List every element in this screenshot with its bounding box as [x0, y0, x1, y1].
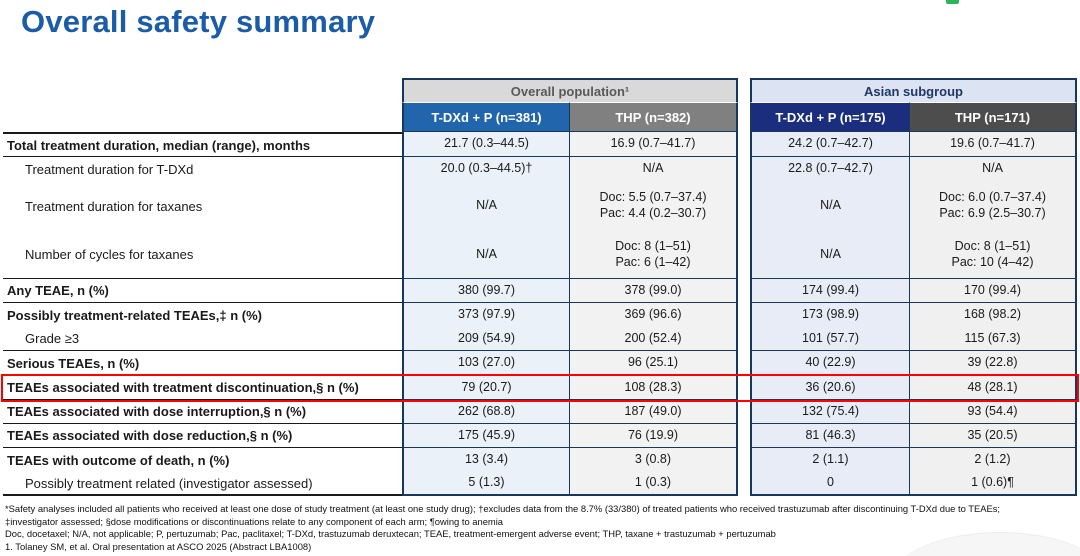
cell: N/A: [570, 157, 738, 181]
cell: 103 (27.0): [402, 351, 570, 376]
cell: 2 (1.2): [910, 448, 1077, 472]
cell: 19.6 (0.7–41.7): [910, 132, 1077, 157]
cell: 35 (20.5): [910, 424, 1077, 448]
cell: 187 (49.0): [570, 400, 738, 424]
table-row-dose-interruption: TEAEs associated with dose interruption,…: [3, 400, 1077, 424]
cell: 175 (45.9): [402, 424, 570, 448]
cell: 369 (96.6): [570, 303, 738, 327]
group-header-overall-population: Overall population¹: [402, 78, 738, 102]
cell: 76 (19.9): [570, 424, 738, 448]
cell: 380 (99.7): [402, 279, 570, 303]
row-label: TEAEs associated with dose interruption,…: [3, 400, 402, 424]
table-row-grade-3: Grade ≥3 209 (54.9) 200 (52.4) 101 (57.7…: [3, 327, 1077, 351]
table-row-serious-teaes: Serious TEAEs, n (%) 103 (27.0) 96 (25.1…: [3, 351, 1077, 376]
cell: 3 (0.8): [570, 448, 738, 472]
cell: 40 (22.9): [750, 351, 910, 376]
cell: Doc: 8 (1–51) Pac: 10 (4–42): [910, 231, 1077, 279]
column-header-tdxd-overall: T-DXd + P (n=381): [402, 102, 570, 132]
table-gap: [738, 102, 750, 132]
cell: 373 (97.9): [402, 303, 570, 327]
cell: Doc: 6.0 (0.7–37.4) Pac: 6.9 (2.5–30.7): [910, 181, 1077, 231]
cell: N/A: [910, 157, 1077, 181]
table-row-any-teae: Any TEAE, n (%) 380 (99.7) 378 (99.0) 17…: [3, 279, 1077, 303]
cell: Doc: 5.5 (0.7–37.4) Pac: 4.4 (0.2–30.7): [570, 181, 738, 231]
cell: 200 (52.4): [570, 327, 738, 351]
cell: 0: [750, 472, 910, 496]
cell: 81 (46.3): [750, 424, 910, 448]
table-row-possibly-related-teaes: Possibly treatment-related TEAEs,‡ n (%)…: [3, 303, 1077, 327]
cell: 1 (0.6)¶: [910, 472, 1077, 496]
cell: N/A: [402, 181, 570, 231]
table-gap: [738, 78, 750, 102]
cell: 262 (68.8): [402, 400, 570, 424]
group-header-asian-subgroup: Asian subgroup: [750, 78, 1077, 102]
table-row-cycles-taxanes: Number of cycles for taxanes N/A Doc: 8 …: [3, 231, 1077, 279]
cell: 132 (75.4): [750, 400, 910, 424]
row-label: Possibly treatment-related TEAEs,‡ n (%): [3, 303, 402, 327]
table-row-possibly-related-death: Possibly treatment related (investigator…: [3, 472, 1077, 496]
cell: 209 (54.9): [402, 327, 570, 351]
column-header-spacer: [3, 102, 402, 132]
row-label: Possibly treatment related (investigator…: [3, 472, 402, 496]
cell: 39 (22.8): [910, 351, 1077, 376]
cell: 108 (28.3): [570, 376, 738, 400]
cell: 170 (99.4): [910, 279, 1077, 303]
cell: 20.0 (0.3–44.5)†: [402, 157, 570, 181]
cell: 13 (3.4): [402, 448, 570, 472]
table-row-dose-reduction: TEAEs associated with dose reduction,§ n…: [3, 424, 1077, 448]
row-label: TEAEs associated with dose reduction,§ n…: [3, 424, 402, 448]
cell: 168 (98.2): [910, 303, 1077, 327]
cell: 79 (20.7): [402, 376, 570, 400]
table-row-total-duration: Total treatment duration, median (range)…: [3, 132, 1077, 157]
footnote-line: Doc, docetaxel; N/A, not applicable; P, …: [5, 528, 776, 539]
column-header-thp-overall: THP (n=382): [570, 102, 738, 132]
cell: 101 (57.7): [750, 327, 910, 351]
footnote-line: *Safety analyses included all patients w…: [5, 503, 1001, 514]
cell: N/A: [750, 231, 910, 279]
cell: Doc: 8 (1–51) Pac: 6 (1–42): [570, 231, 738, 279]
cell: 24.2 (0.7–42.7): [750, 132, 910, 157]
column-header-tdxd-asian: T-DXd + P (n=175): [750, 102, 910, 132]
column-header-thp-asian: THP (n=171): [910, 102, 1077, 132]
safety-summary-table: Overall population¹ Asian subgroup T-DXd…: [1, 78, 1079, 496]
footnote-line: ‡investigator assessed; §dose modificati…: [5, 515, 504, 527]
row-label: Any TEAE, n (%): [3, 279, 402, 303]
cell: 21.7 (0.3–44.5): [402, 132, 570, 157]
group-header-row: Overall population¹ Asian subgroup: [3, 78, 1077, 102]
table-row-treatment-discontinuation: TEAEs associated with treatment disconti…: [1, 374, 1079, 402]
table-row-outcome-death: TEAEs with outcome of death, n (%) 13 (3…: [3, 448, 1077, 472]
column-header-row: T-DXd + P (n=381) THP (n=382) T-DXd + P …: [3, 102, 1077, 132]
footnote-line: 1. Tolaney SM, et al. Oral presentation …: [5, 540, 312, 552]
cell: 93 (54.4): [910, 400, 1077, 424]
row-label: TEAEs with outcome of death, n (%): [3, 448, 402, 472]
cell: 22.8 (0.7–42.7): [750, 157, 910, 181]
cell: 2 (1.1): [750, 448, 910, 472]
cell: 36 (20.6): [750, 376, 910, 400]
cell: N/A: [402, 231, 570, 279]
cell: 1 (0.3): [570, 472, 738, 496]
page-title: Overall safety summary: [21, 4, 376, 39]
footnotes: *Safety analyses included all patients w…: [5, 503, 1077, 553]
cell: 16.9 (0.7–41.7): [570, 132, 738, 157]
cell: N/A: [750, 181, 910, 231]
table-row-duration-tdxd: Treatment duration for T-DXd 20.0 (0.3–4…: [3, 157, 1077, 181]
cell: 96 (25.1): [570, 351, 738, 376]
logo-icon: [946, 0, 959, 4]
row-label: TEAEs associated with treatment disconti…: [3, 376, 402, 400]
row-label: Total treatment duration, median (range)…: [3, 132, 402, 157]
cell: 378 (99.0): [570, 279, 738, 303]
cell: 115 (67.3): [910, 327, 1077, 351]
cell: 48 (28.1): [910, 376, 1077, 400]
cell: 174 (99.4): [750, 279, 910, 303]
group-header-spacer: [3, 78, 402, 102]
table-row-duration-taxanes: Treatment duration for taxanes N/A Doc: …: [3, 181, 1077, 231]
cell: 5 (1.3): [402, 472, 570, 496]
cell: 173 (98.9): [750, 303, 910, 327]
row-label: Number of cycles for taxanes: [3, 231, 402, 279]
row-label: Treatment duration for taxanes: [3, 181, 402, 231]
row-label: Serious TEAEs, n (%): [3, 351, 402, 376]
row-label: Treatment duration for T-DXd: [3, 157, 402, 181]
row-label: Grade ≥3: [3, 327, 402, 351]
